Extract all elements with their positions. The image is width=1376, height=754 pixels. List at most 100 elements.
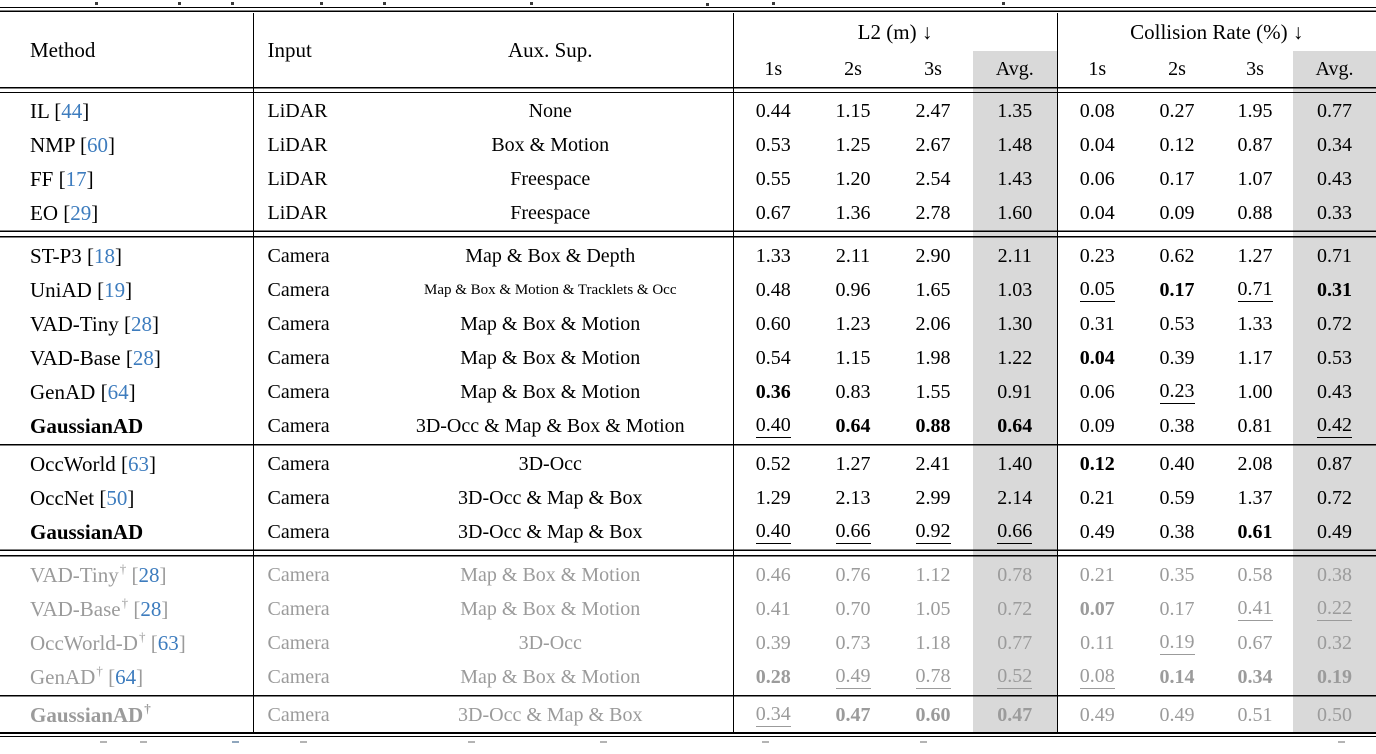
value-text: 0.52: [997, 665, 1033, 689]
rule-line: [732, 549, 813, 558]
cell-value: 0.34: [1293, 128, 1376, 162]
cell-value: 1.17: [1217, 341, 1293, 375]
rule-line: [973, 230, 1057, 239]
cell-aux-sup: Map & Box & Depth: [465, 244, 636, 267]
cell-value: 2.99: [893, 481, 973, 515]
cell-method: GaussianAD: [0, 515, 253, 549]
cell-value: 0.40: [732, 515, 813, 549]
value-text: 0.11: [1080, 631, 1115, 654]
cell-value: 0.42: [1293, 409, 1376, 443]
cell-value: 2.14: [973, 481, 1057, 515]
cell-value: 1.30: [973, 307, 1057, 341]
cell-value: 0.34: [732, 698, 813, 732]
value-text: 0.19: [1317, 665, 1352, 688]
cell-value: 0.71: [1217, 273, 1293, 307]
citation-link[interactable]: 29: [70, 200, 92, 225]
value-text: 0.06: [1079, 380, 1115, 403]
citation-link[interactable]: 28: [140, 597, 162, 621]
rule-line: [732, 87, 813, 94]
value-text: 1.37: [1237, 486, 1273, 509]
value-text: 1.33: [755, 244, 791, 267]
cell-value: 0.33: [1293, 196, 1376, 230]
rule-line: [1217, 694, 1293, 698]
citation-link[interactable]: 18: [94, 243, 116, 268]
value-text: 1.33: [1237, 312, 1273, 335]
citation-link[interactable]: 64: [115, 665, 137, 689]
cell-value: 0.46: [732, 558, 813, 592]
cell-value: 0.44: [732, 94, 813, 128]
cell-input: LiDAR: [252, 196, 368, 230]
rule-line: [973, 694, 1057, 698]
cell-value: 1.23: [813, 307, 893, 341]
cell-method: VAD-Base† [28]: [30, 595, 169, 621]
value-text: 0.06: [1079, 167, 1115, 190]
value-text: 2.54: [915, 167, 951, 190]
citation-link[interactable]: 63: [157, 631, 179, 655]
citation-link[interactable]: 63: [128, 451, 150, 476]
citation-link[interactable]: 28: [138, 563, 160, 587]
cell-value: 1.95: [1217, 94, 1293, 128]
cell-value: 0.64: [813, 409, 893, 443]
citation-link[interactable]: 19: [104, 277, 126, 302]
value-text: 0.92: [915, 520, 951, 544]
value-text: 0.27: [1159, 99, 1195, 122]
cell-value: 0.67: [1217, 626, 1293, 660]
cell-value: 1.07: [1217, 162, 1293, 196]
rule-line: [893, 694, 973, 698]
value-text: 0.41: [755, 597, 791, 620]
results-table: Method Input Aux. Sup. L2 (m) ↓ Collisio…: [0, 7, 1376, 739]
citation-link[interactable]: 28: [130, 311, 152, 336]
method-name: GaussianAD: [30, 519, 144, 544]
cell-value: 0.38: [1137, 515, 1217, 549]
value-text: 0.60: [915, 703, 951, 726]
citation-link[interactable]: 64: [107, 379, 129, 404]
rule-line: [973, 87, 1057, 94]
value-text: 0.08: [1079, 99, 1115, 122]
value-text: 0.43: [1317, 380, 1352, 403]
value-text: 0.62: [1159, 244, 1195, 267]
cell-value: 1.98: [893, 341, 973, 375]
cell-value: 0.23: [1137, 375, 1217, 409]
value-text: 1.15: [835, 346, 871, 369]
cell-input: Camera: [252, 558, 368, 592]
rule-line: [1293, 694, 1376, 698]
value-text: 2.08: [1237, 452, 1273, 475]
rule-line: [368, 230, 733, 239]
cell-value: 0.35: [1137, 558, 1217, 592]
cell-value: 0.28: [732, 660, 813, 694]
citation-link[interactable]: 17: [65, 166, 87, 191]
value-text: 0.40: [755, 414, 791, 438]
cell-value: 0.31: [1293, 273, 1376, 307]
citation-link[interactable]: 44: [61, 98, 83, 123]
value-text: 0.49: [835, 665, 871, 689]
rule-line: [1217, 87, 1293, 94]
cell-aux-sup: Map & Box & Motion: [460, 597, 641, 620]
cell-value: 1.40: [973, 447, 1057, 481]
col-header-cr-1s: 1s: [1056, 51, 1137, 87]
value-text: 1.40: [997, 452, 1033, 475]
cell-value: 0.71: [1293, 239, 1376, 273]
col-header-l2-1s: 1s: [732, 51, 813, 87]
value-text: 1.48: [997, 133, 1033, 156]
value-text: 0.72: [997, 597, 1033, 620]
cell-value: 0.87: [1217, 128, 1293, 162]
rule-line: [1293, 549, 1376, 558]
citation-link[interactable]: 60: [87, 132, 108, 157]
citation-link[interactable]: 50: [106, 485, 128, 510]
table-row: OccNet [50] Camera 3D-Occ & Map & Box 1.29 2…: [0, 481, 1376, 515]
value-text: 1.95: [1237, 99, 1273, 122]
rule-line: [1056, 87, 1137, 94]
col-header-l2-group: L2 (m) ↓: [732, 13, 1057, 51]
cell-value: 2.11: [973, 239, 1057, 273]
cell-input: Camera: [252, 239, 368, 273]
method-name: GaussianAD†: [30, 701, 151, 727]
cell-value: 0.59: [1137, 481, 1217, 515]
value-text: 1.65: [915, 278, 951, 301]
dagger-mark: †: [119, 561, 127, 576]
col-header-input: Input: [252, 13, 368, 87]
cell-value: 1.36: [813, 196, 893, 230]
citation-link[interactable]: 28: [132, 345, 154, 370]
method-name: GenAD†: [30, 663, 103, 689]
cell-value: 0.31: [1056, 307, 1137, 341]
cell-method: UniAD [19]: [30, 277, 133, 302]
